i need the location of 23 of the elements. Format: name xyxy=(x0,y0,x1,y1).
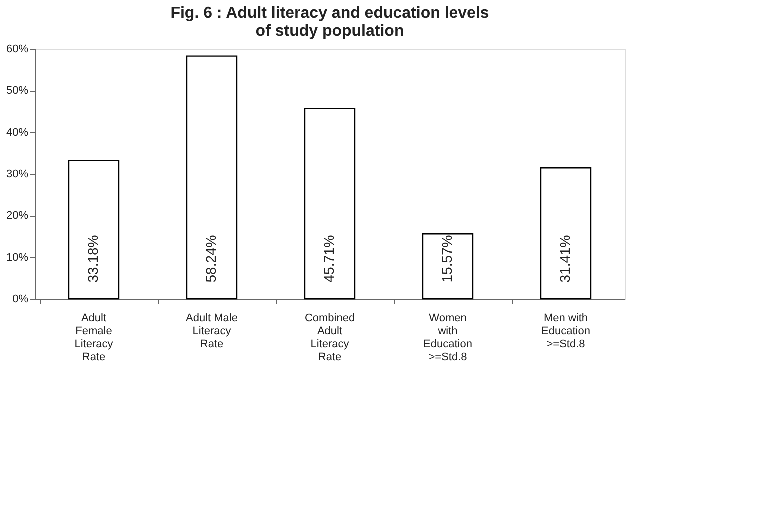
bar xyxy=(422,234,474,300)
bar xyxy=(186,56,238,300)
y-tick-label: 20% xyxy=(6,210,29,222)
y-tick-label: 50% xyxy=(6,85,29,98)
bar xyxy=(68,160,120,300)
x-tick-label: Combined Adult Literacy Rate xyxy=(304,312,356,364)
data-label: 31.41% xyxy=(557,235,573,283)
x-tick-label: Adult Female Literacy Rate xyxy=(74,312,114,364)
bar xyxy=(540,168,592,300)
y-tick-label: 40% xyxy=(6,126,29,139)
y-tick-label: 0% xyxy=(12,294,29,306)
data-label: 33.18% xyxy=(85,235,101,283)
x-tick-label: Women with Education >=Std.8 xyxy=(424,312,472,364)
y-tick-label: 10% xyxy=(6,252,29,264)
data-label: 45.71% xyxy=(321,235,337,283)
data-label: 15.57% xyxy=(439,235,455,283)
y-tick-label: 30% xyxy=(6,168,29,180)
chart-title: Fig. 6 : Adult literacy and education levels of study population xyxy=(170,5,490,40)
x-tick-label: Adult Male Literacy Rate xyxy=(186,312,238,350)
y-tick-label: 60% xyxy=(6,44,29,56)
x-tick-label: Men with Education >=Std.8 xyxy=(542,312,590,350)
bar xyxy=(304,108,356,300)
data-label: 58.24% xyxy=(203,235,219,283)
